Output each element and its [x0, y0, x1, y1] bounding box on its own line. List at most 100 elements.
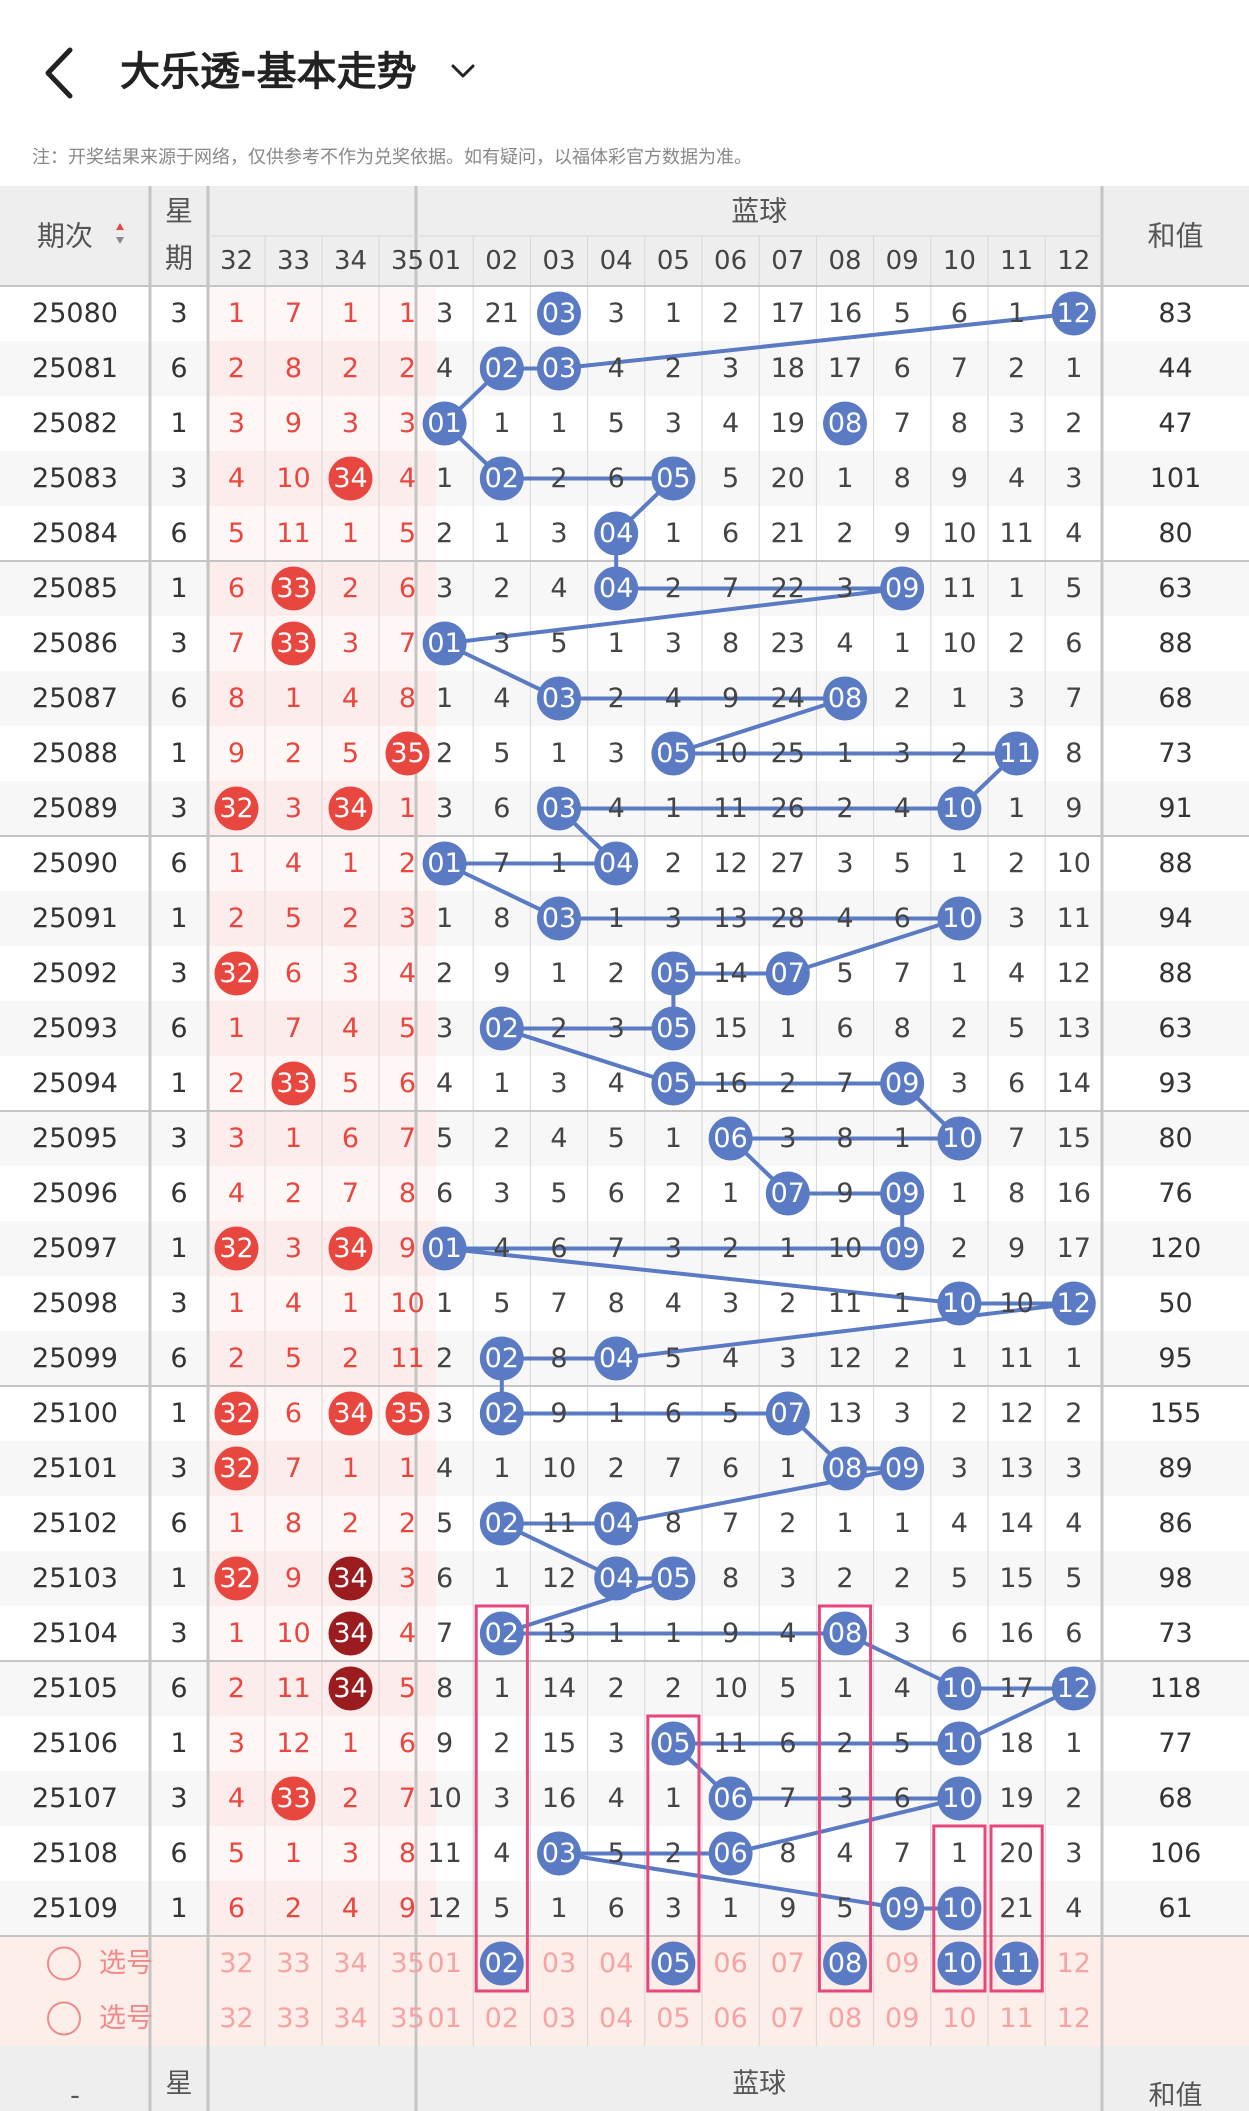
blue-miss-count: 9 [836, 1178, 853, 1209]
blue-miss-count: 2 [836, 793, 853, 824]
blue-hit-ball [937, 1776, 982, 1821]
blue-hit-ball [537, 291, 581, 336]
blue-miss-count: 5 [836, 1893, 853, 1924]
sum-cell: 50 [1158, 1288, 1192, 1319]
blue-miss-count: 1 [665, 1123, 682, 1154]
front-miss-count: 7 [399, 628, 416, 659]
blue-miss-count: 9 [493, 958, 510, 989]
blue-hit-number: 07 [771, 1178, 805, 1209]
select-front-number: 32 [219, 1948, 253, 1979]
blue-hit-ball [651, 1556, 696, 1601]
blue-miss-count: 6 [608, 1178, 625, 1209]
blue-miss-count: 13 [999, 1453, 1033, 1484]
blue-hit-number: 05 [656, 1563, 690, 1594]
chevron-down-icon[interactable] [450, 58, 476, 84]
blue-hit-ball [651, 1721, 696, 1766]
blue-miss-count: 4 [550, 1123, 567, 1154]
page-title[interactable]: 大乐透-基本走势 [120, 49, 417, 95]
blue-miss-count: 3 [836, 848, 853, 879]
sum-cell: 63 [1158, 573, 1192, 604]
blue-miss-count: 6 [894, 903, 911, 934]
front-hit-number: 34 [333, 1233, 367, 1264]
front-miss-count: 10 [276, 463, 310, 494]
front-col-header: 34 [334, 246, 367, 276]
blue-hit-number: 03 [542, 353, 576, 384]
front-miss-count: 2 [285, 738, 302, 769]
sort-icon[interactable] [116, 223, 124, 244]
blue-hit-ball [937, 1666, 982, 1711]
radio-icon[interactable] [47, 1946, 81, 1981]
period-cell: 25099 [32, 1343, 118, 1374]
blue-miss-count: 8 [836, 1123, 853, 1154]
blue-miss-count: 1 [1008, 573, 1025, 604]
front-miss-count: 1 [285, 683, 302, 714]
back-icon[interactable] [40, 44, 80, 102]
period-cell: 25084 [32, 518, 118, 549]
selected-blue-ball[interactable] [823, 1941, 867, 1986]
front-miss-count: 2 [399, 1508, 416, 1539]
blue-hit-ball [880, 1171, 925, 1216]
front-miss-count: 4 [285, 1288, 302, 1319]
blue-miss-count: 2 [951, 1398, 968, 1429]
front-miss-count: 7 [399, 1123, 416, 1154]
select-blue-number: 12 [1057, 1948, 1091, 1979]
blue-miss-count: 2 [493, 573, 510, 604]
blue-hit-ball [708, 1831, 753, 1876]
radio-icon[interactable] [47, 2001, 81, 2036]
blue-miss-count: 14 [1057, 1068, 1091, 1099]
blue-hit-ball [479, 1391, 524, 1436]
period-cell: 25085 [32, 573, 118, 604]
trend-line [444, 1246, 960, 1306]
blue-miss-count: 8 [894, 463, 911, 494]
blue-hit-number: 01 [427, 628, 461, 659]
blue-col-header: 07 [771, 246, 804, 276]
select-blue-number: 07 [771, 2003, 805, 2034]
front-miss-count: 3 [342, 1838, 359, 1869]
blue-miss-count: 3 [894, 1398, 911, 1429]
blue-miss-count: 2 [665, 353, 682, 384]
period-cell: 25095 [32, 1123, 118, 1154]
selected-blue-ball[interactable] [994, 1941, 1039, 1986]
sum-cell: 77 [1158, 1728, 1192, 1759]
week-cell: 1 [170, 903, 187, 934]
selected-blue-ball[interactable] [937, 1941, 982, 1986]
blue-hit-ball [651, 951, 696, 996]
footer-period: - [70, 2081, 80, 2111]
blue-miss-count: 5 [493, 1288, 510, 1319]
blue-miss-count: 3 [493, 1178, 510, 1209]
select-blue-number: 09 [885, 1948, 919, 1979]
week-cell: 6 [170, 353, 187, 384]
blue-col-header: 12 [1057, 246, 1090, 276]
week-cell: 6 [170, 848, 187, 879]
selected-blue-ball[interactable] [651, 1941, 696, 1986]
front-miss-count: 1 [228, 1013, 245, 1044]
blue-miss-count: 2 [665, 1838, 682, 1869]
blue-miss-count: 3 [608, 1728, 625, 1759]
blue-miss-count: 1 [894, 1288, 911, 1319]
blue-miss-count: 11 [713, 793, 747, 824]
blue-miss-count: 4 [951, 1508, 968, 1539]
front-col-header: 32 [220, 246, 253, 276]
blue-miss-count: 7 [550, 1288, 567, 1319]
blue-miss-count: 4 [608, 1783, 625, 1814]
col-sum-header: 和值 [1147, 220, 1203, 253]
blue-miss-count: 2 [951, 1233, 968, 1264]
blue-miss-count: 3 [1008, 683, 1025, 714]
period-cell: 25094 [32, 1068, 118, 1099]
blue-miss-count: 2 [779, 1068, 796, 1099]
blue-hit-ball [594, 1336, 639, 1381]
blue-miss-count: 3 [1008, 408, 1025, 439]
blue-miss-count: 10 [828, 1233, 862, 1264]
blue-miss-count: 4 [1065, 1508, 1082, 1539]
blue-miss-count: 5 [608, 1838, 625, 1869]
select-blue-number: 10 [942, 2003, 976, 2034]
blue-miss-count: 9 [779, 1893, 796, 1924]
selected-blue-ball[interactable] [479, 1941, 524, 1986]
front-hit-ball [328, 1391, 373, 1436]
front-miss-count: 7 [285, 1453, 302, 1484]
select-blue-number: 01 [427, 2003, 461, 2034]
blue-hit-ball [537, 346, 581, 391]
blue-miss-count: 7 [608, 1233, 625, 1264]
blue-hit-ball [594, 1556, 639, 1601]
front-miss-count: 6 [228, 1893, 245, 1924]
